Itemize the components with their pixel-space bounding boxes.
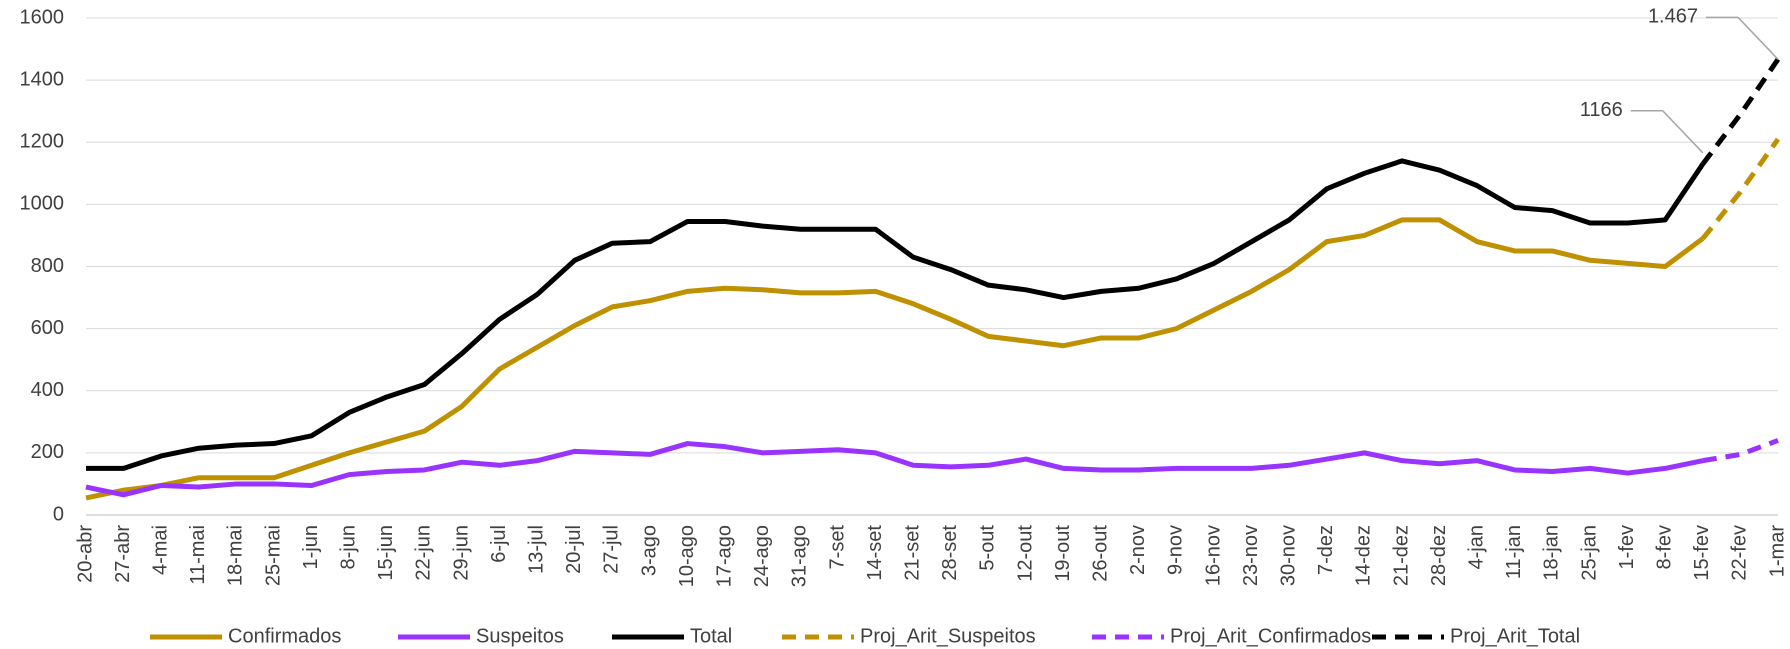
x-tick-label: 29-jun: [450, 525, 472, 581]
x-tick-label: 28-dez: [1428, 525, 1450, 586]
y-tick-label: 200: [31, 441, 64, 463]
legend-label: Proj_Arit_Confirmados: [1170, 625, 1371, 647]
x-tick-label: 12-out: [1014, 525, 1036, 582]
x-tick-label: 27-jul: [601, 525, 623, 574]
y-tick-label: 800: [31, 255, 64, 277]
x-tick-label: 20-jul: [563, 525, 585, 574]
series-line: [86, 158, 1705, 471]
y-tick-label: 400: [31, 379, 64, 401]
x-tick-label: 22-fev: [1729, 525, 1751, 581]
x-tick-label: 26-out: [1089, 525, 1111, 582]
x-tick-label: 11-mai: [187, 525, 209, 585]
x-tick-label: 7-dez: [1315, 525, 1337, 575]
x-tick-label: 17-ago: [713, 525, 735, 587]
y-tick-label: 0: [53, 503, 64, 525]
x-tick-label: 21-set: [901, 525, 923, 581]
y-tick-label: 1600: [20, 6, 65, 28]
x-tick-label: 5-out: [977, 525, 999, 571]
x-tick-label: 19-out: [1052, 525, 1074, 582]
legend-label: Confirmados: [228, 625, 341, 647]
annotation-leader: [1662, 110, 1704, 154]
x-tick-label: 21-dez: [1390, 525, 1412, 586]
series-line: [1700, 137, 1781, 241]
legend-label: Total: [690, 625, 732, 647]
x-tick-label: 20-abr: [74, 525, 96, 583]
x-tick-label: 10-ago: [676, 525, 698, 587]
x-tick-label: 14-set: [864, 525, 886, 581]
legend-label: Proj_Arit_Suspeitos: [860, 625, 1036, 647]
x-tick-label: 23-nov: [1240, 525, 1262, 586]
x-tick-label: 1-mar: [1766, 525, 1788, 578]
legend-label: Suspeitos: [476, 625, 564, 647]
x-tick-label: 1-fev: [1616, 525, 1638, 569]
x-tick-label: 14-dez: [1353, 525, 1375, 586]
annotation-label: 1166: [1580, 99, 1623, 121]
series-line: [1702, 438, 1779, 464]
y-tick-label: 1400: [20, 68, 65, 90]
legend-label: Proj_Arit_Total: [1450, 625, 1580, 647]
x-tick-label: 8-jun: [337, 525, 359, 569]
x-tick-label: 3-ago: [638, 525, 660, 576]
y-tick-label: 1000: [20, 193, 65, 215]
x-tick-label: 11-jan: [1503, 525, 1525, 579]
x-tick-label: 18-mai: [225, 525, 247, 586]
x-tick-label: 25-jan: [1578, 525, 1600, 581]
x-tick-label: 8-fev: [1653, 525, 1675, 569]
x-tick-label: 27-abr: [112, 525, 134, 583]
series-line: [85, 441, 1704, 498]
x-tick-label: 25-mai: [262, 525, 284, 586]
x-tick-label: 16-nov: [1202, 525, 1224, 586]
x-tick-label: 7-set: [826, 525, 848, 570]
x-tick-label: 28-set: [939, 525, 961, 581]
x-tick-label: 31-ago: [789, 525, 811, 587]
x-tick-label: 22-jun: [413, 525, 435, 581]
x-tick-label: 4-jan: [1465, 525, 1487, 569]
y-tick-label: 600: [31, 317, 64, 339]
x-tick-label: 2-nov: [1127, 525, 1149, 575]
x-tick-label: 15-jun: [375, 525, 397, 581]
series-line: [85, 217, 1705, 501]
x-tick-label: 6-jul: [488, 525, 510, 563]
x-tick-label: 30-nov: [1277, 525, 1299, 586]
series-line: [1700, 57, 1781, 166]
x-tick-label: 13-jul: [525, 525, 547, 574]
annotation-leader: [1737, 16, 1779, 60]
y-tick-label: 1200: [20, 131, 65, 153]
x-tick-label: 1-jun: [300, 525, 322, 569]
annotation-label: 1.467: [1648, 6, 1698, 28]
x-tick-label: 15-fev: [1691, 525, 1713, 581]
x-tick-label: 24-ago: [751, 525, 773, 587]
x-tick-label: 18-jan: [1541, 525, 1563, 581]
x-tick-label: 4-mai: [149, 525, 171, 575]
x-tick-label: 9-nov: [1165, 525, 1187, 575]
